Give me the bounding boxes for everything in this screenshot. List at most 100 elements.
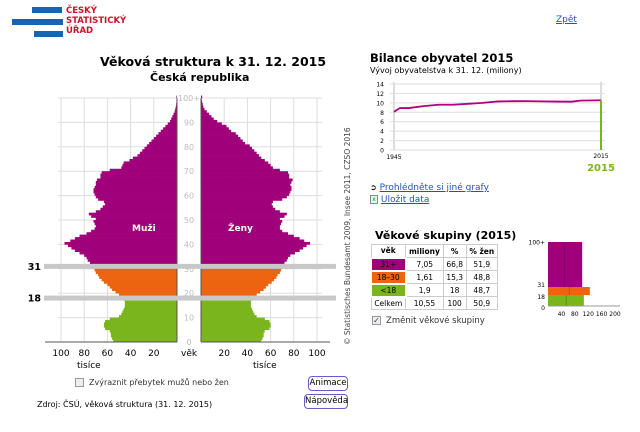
male-bar-age-63	[94, 185, 177, 189]
group-label-young: <18	[370, 282, 407, 298]
female-bar-age-59	[201, 195, 287, 199]
male-bar-age-29	[94, 268, 177, 272]
age-tick-label: 20	[184, 289, 194, 298]
female-bar-age-84	[201, 134, 239, 138]
male-bar-age-73	[123, 161, 177, 165]
change-groups-checkbox[interactable]: ✓ Změnit věkové skupiny	[372, 316, 485, 327]
cell: 50,9	[465, 296, 499, 310]
cell: 7,05	[405, 257, 444, 271]
male-bar-age-2	[110, 334, 177, 338]
table-header-row: věk miliony % % žen	[370, 244, 499, 258]
y-tick-label: 4	[380, 129, 384, 136]
male-bar-age-89	[167, 122, 177, 126]
male-bar-age-94	[174, 110, 177, 113]
age-tick-label: 0	[541, 305, 545, 312]
female-bar-age-11	[201, 312, 255, 316]
x-tick-label: 20	[218, 349, 230, 359]
logo-line: ÚŘAD	[66, 26, 94, 36]
other-charts-link[interactable]: Prohlédněte si jiné grafy	[379, 183, 489, 193]
male-bar-age-60	[94, 193, 177, 196]
female-bar-age-64	[201, 183, 291, 187]
male-bar-age-62	[93, 188, 177, 192]
cell: Celkem	[370, 296, 407, 310]
female-bar-age-56	[201, 202, 272, 206]
female-bar-age-19	[201, 293, 257, 296]
female-bar-age-26	[201, 276, 277, 279]
male-bar-age-81	[149, 141, 177, 145]
x-tick-label: 2015	[593, 153, 608, 160]
female-label: Ženy	[228, 224, 253, 234]
female-bar-age-66	[201, 178, 293, 182]
male-bar-age-53	[95, 210, 177, 213]
x-tick-label: 40	[125, 349, 137, 359]
help-button[interactable]: Nápověda	[304, 394, 348, 409]
female-bar-age-80	[201, 144, 250, 148]
female-bar-age-10	[201, 315, 257, 318]
male-bar-age-14	[124, 305, 177, 309]
male-bar-age-79	[144, 146, 177, 150]
male-bar-age-52	[88, 212, 177, 216]
source-note: Zdroj: ČSÚ, věková struktura (31. 12. 20…	[37, 400, 213, 409]
x-tick-label: 80	[571, 311, 579, 318]
x-tick-label: 120	[582, 311, 594, 318]
male-bar-age-93	[173, 112, 177, 116]
male-bar-age-68	[100, 173, 177, 177]
female-bar-age-63	[201, 185, 292, 189]
group-label-mid: 18–30	[370, 269, 407, 285]
logo-line: STATISTICKÝ	[66, 16, 127, 26]
female-bar-age-15	[201, 302, 251, 306]
other-charts-row[interactable]: ➲ Prohlédněte si jiné grafy	[370, 182, 489, 193]
female-bar-age-34	[201, 256, 288, 260]
male-bar-age-78	[142, 149, 177, 152]
male-bar-age-95	[175, 107, 177, 111]
pyramid-subtitle: Česká republika	[150, 71, 250, 84]
female-bar-age-57	[201, 200, 273, 204]
female-bar-age-72	[201, 163, 271, 167]
pyramid-title: Věková struktura k 31. 12. 2015	[100, 54, 327, 69]
animate-button[interactable]: Animace	[308, 376, 348, 391]
save-data-row[interactable]: x Uložit data	[370, 195, 429, 206]
y-tick-label: 8	[380, 110, 384, 117]
female-bar-age-27	[201, 273, 278, 277]
female-bar-age-89	[201, 122, 222, 126]
female-bar-age-83	[201, 137, 241, 140]
cell: 100	[442, 296, 467, 310]
male-bar-age-43	[79, 234, 177, 238]
female-bar-age-12	[201, 310, 254, 314]
male-bar-age-35	[84, 254, 177, 257]
x-tick-label: 20	[148, 349, 160, 359]
male-bar-age-55	[102, 205, 177, 209]
highlight-surplus-checkbox[interactable]: Zvýraznit přebytek mužů nebo žen	[75, 377, 229, 388]
female-bar-age-3	[201, 332, 264, 335]
female-bar-age-42	[201, 237, 300, 240]
csu-logo[interactable]: ČESKÝ STATISTICKÝ ÚŘAD	[12, 6, 126, 37]
male-bar-age-38	[71, 246, 177, 250]
checkbox-box-checked[interactable]: ✓	[372, 316, 381, 325]
female-bar-age-88	[201, 124, 227, 128]
save-data-link[interactable]: Uložit data	[380, 195, 430, 205]
male-bar-age-100	[176, 95, 177, 99]
male-bar-age-3	[110, 332, 177, 335]
x-tick-label: 80	[78, 349, 90, 359]
y-tick-label: 14	[376, 82, 384, 89]
male-bar-age-24	[103, 281, 177, 284]
female-bar-age-45	[201, 229, 283, 233]
cell: 10,55	[405, 296, 444, 310]
female-bar-age-74	[201, 159, 265, 162]
back-link[interactable]: Zpět	[556, 15, 577, 25]
female-bar-age-39	[201, 244, 307, 248]
male-bar-age-56	[105, 202, 177, 206]
male-bar-age-83	[153, 137, 177, 140]
female-bar-age-50	[201, 217, 280, 221]
checkbox-box[interactable]	[75, 378, 84, 387]
cell: 51,9	[465, 257, 499, 271]
group-boundary-label: 18	[28, 294, 42, 305]
female-bar-age-77	[201, 151, 257, 155]
female-bar-age-81	[201, 141, 246, 145]
female-bar-age-14	[201, 305, 251, 309]
balance-title: Bilance obyvatel 2015	[370, 51, 514, 65]
x-tick-label: 80	[288, 349, 300, 359]
female-bar-age-13	[201, 307, 253, 311]
male-bar-age-42	[74, 237, 177, 240]
